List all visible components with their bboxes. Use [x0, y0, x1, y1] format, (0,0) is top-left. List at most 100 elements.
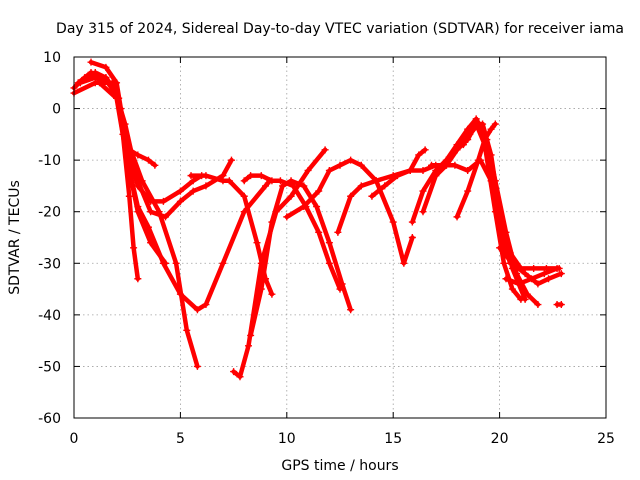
data-point: [76, 79, 84, 87]
data-point: [540, 270, 548, 278]
tick-labels: 0 5 10 15 20 25 -60 -50 -40 -30 -20 -10 0 10: [38, 50, 615, 447]
y-tick-label: -60: [38, 411, 61, 427]
data-point: [230, 368, 238, 376]
data-point: [428, 161, 436, 169]
data-point: [187, 172, 195, 180]
data-point: [227, 156, 235, 164]
data-point: [123, 156, 131, 164]
data-point: [236, 373, 244, 381]
data-point: [389, 218, 397, 226]
series-line: [454, 121, 498, 220]
data-point: [98, 74, 106, 82]
data-point: [134, 203, 142, 211]
x-tick-label: 20: [491, 431, 509, 447]
data-point: [315, 228, 323, 236]
data-point: [313, 203, 321, 211]
data-point: [515, 280, 523, 288]
data-point: [193, 362, 201, 370]
data-point: [500, 259, 508, 267]
data-point: [557, 270, 565, 278]
data-point: [557, 301, 565, 309]
data-point: [325, 239, 333, 247]
data-point: [189, 187, 197, 195]
data-point: [336, 161, 344, 169]
data-point: [257, 172, 265, 180]
data-point: [530, 264, 538, 272]
data-point: [459, 141, 467, 149]
data-point: [83, 74, 91, 82]
data-point: [183, 326, 191, 334]
data-point: [253, 239, 261, 247]
series-line: [369, 147, 428, 199]
data-point: [110, 84, 118, 92]
series-track-11: [240, 172, 344, 293]
data-point: [202, 301, 210, 309]
series-track-10: [247, 177, 355, 339]
data-point: [113, 79, 121, 87]
data-point: [247, 331, 255, 339]
data-point: [315, 187, 323, 195]
data-point: [134, 151, 142, 159]
series-track-22: [502, 264, 561, 288]
data-point: [247, 172, 255, 180]
series-track-6: [83, 74, 235, 221]
y-tick-label: 0: [52, 102, 61, 118]
data-point: [172, 259, 180, 267]
data-point: [325, 166, 333, 174]
data-point: [415, 151, 423, 159]
data-point: [219, 177, 227, 185]
data-point: [487, 151, 495, 159]
data-point: [521, 295, 529, 303]
x-tick-label: 0: [70, 431, 79, 447]
data-point: [357, 182, 365, 190]
series-line: [248, 178, 353, 338]
data-point: [508, 285, 516, 293]
data-point: [334, 228, 342, 236]
x-tick-label: 10: [278, 431, 296, 447]
data-point: [381, 182, 389, 190]
data-point: [336, 285, 344, 293]
series-track-4: [87, 58, 201, 370]
data-point: [268, 218, 276, 226]
series-line: [84, 75, 234, 220]
y-tick-label: -30: [38, 256, 61, 272]
data-point: [406, 166, 414, 174]
data-point: [496, 244, 504, 252]
y-tick-label: -10: [38, 153, 61, 169]
data-point: [545, 275, 553, 283]
data-point: [202, 182, 210, 190]
series-line: [231, 147, 328, 379]
x-tick-label: 15: [384, 431, 402, 447]
data-point: [487, 125, 495, 133]
y-tick-label: -50: [38, 359, 61, 375]
data-point: [176, 290, 184, 298]
data-point: [321, 146, 329, 154]
data-point: [347, 156, 355, 164]
data-point: [244, 342, 252, 350]
data-point: [134, 275, 142, 283]
data-point: [479, 120, 487, 128]
plot-frame: [73, 56, 607, 419]
data-point: [508, 259, 516, 267]
data-point: [304, 166, 312, 174]
data-point: [419, 166, 427, 174]
data-point: [144, 223, 152, 231]
data-point: [496, 208, 504, 216]
chart-title: Day 315 of 2024, Sidereal Day-to-day VTE…: [56, 21, 624, 37]
data-point: [159, 197, 167, 205]
data-point: [87, 58, 95, 66]
data-point: [453, 213, 461, 221]
data-point: [268, 177, 276, 185]
plot-area: [70, 58, 565, 381]
data-point: [502, 275, 510, 283]
y-tick-label: 10: [43, 50, 61, 66]
data-point: [225, 177, 233, 185]
data-point: [419, 208, 427, 216]
data-point: [287, 192, 295, 200]
data-point: [176, 187, 184, 195]
data-point: [474, 156, 482, 164]
y-tick-label: -40: [38, 308, 61, 324]
data-point: [125, 192, 133, 200]
data-point: [400, 259, 408, 267]
data-point: [189, 177, 197, 185]
